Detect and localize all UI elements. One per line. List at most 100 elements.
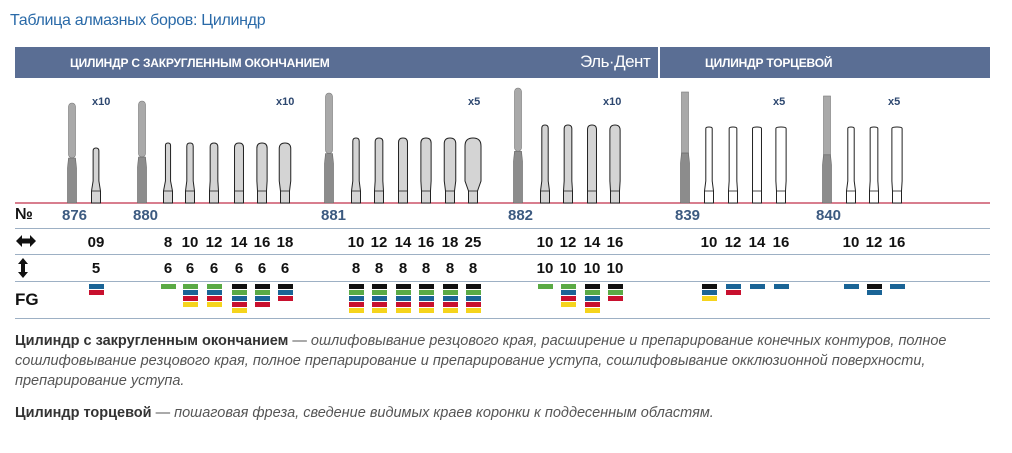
fg-color-bar-blue [371,296,387,301]
fg-color-bar-red [254,302,270,307]
fg-color-bar-blue [725,284,741,289]
bur-outline [752,126,762,204]
fg-color-bar-green [206,284,222,289]
bur-drawings [15,87,990,204]
bur-outline [278,142,292,204]
fg-color-bar-red [348,302,364,307]
fg-color-bar-blue [277,290,293,295]
diameter-value: 16 [772,234,790,251]
diameter-value: 16 [253,234,271,251]
bur-outline [775,126,787,204]
fg-color-bar-black [371,284,387,289]
fg-color-bar-blue [843,284,859,289]
row-label-fg: FG [15,290,39,309]
bur-number: 882 [508,207,534,224]
fg-color-bar-green [371,290,387,295]
bur-outline [891,126,903,204]
fg-color-bar-blue [749,284,765,289]
diameter-value: 12 [865,234,883,251]
fg-color-bar-black [395,284,411,289]
fg-color-bar-green [537,284,553,289]
bur-number: 840 [816,207,842,224]
fg-color-bar-green [560,284,576,289]
fg-color-bar-red [206,296,222,301]
bur-photo-head [138,100,146,158]
fg-color-bar-green [231,290,247,295]
up-down-arrow-icon [17,257,29,284]
bur-outline [209,142,219,204]
magnification-label: x10 [276,96,295,108]
diameter-value: 16 [606,234,624,251]
fg-color-bar-yellow [231,308,247,313]
left-right-arrow-icon [15,233,37,254]
bur-outline [846,126,856,204]
fg-color-bar-blue [465,296,481,301]
bur-outline [234,142,244,204]
diameter-value: 10 [700,234,718,251]
dash: — [288,333,311,349]
diameter-value: 12 [205,234,223,251]
length-value: 8 [468,260,478,277]
diameter-value: 14 [230,234,248,251]
diameter-value: 12 [724,234,742,251]
length-value: 6 [209,260,219,277]
fg-color-bar-red [395,302,411,307]
fg-color-bar-black [607,284,623,289]
fg-color-bar-yellow [395,308,411,313]
brand-logo: Эль·Дент [580,52,651,71]
fg-color-bar-black [584,284,600,289]
fg-color-bar-yellow [465,308,481,313]
bur-photo-shank [513,150,523,204]
diameter-value: 12 [559,234,577,251]
bur-photo-shank [137,156,147,204]
diameter-value: 8 [163,234,173,251]
bur-number: 876 [62,207,88,224]
fg-color-bar-blue [418,296,434,301]
fg-color-bar-black [277,284,293,289]
bur-outline [540,124,550,204]
bur-photo-shank [822,154,832,204]
bur-number: 839 [675,207,701,224]
bur-photo-shank [680,152,690,204]
bur-outline [420,137,432,204]
bur-outline [91,147,101,204]
fg-color-bar-red [418,302,434,307]
magnification-label: x10 [603,96,622,108]
length-value: 6 [163,260,173,277]
bur-outline [464,137,482,204]
fg-color-bar-green [395,290,411,295]
bur-outline [587,124,597,204]
fg-color-bar-yellow [371,308,387,313]
fg-color-bar-yellow [418,308,434,313]
fg-color-bar-black [254,284,270,289]
fg-color-bar-red [371,302,387,307]
bur-number: 881 [321,207,347,224]
bur-photo-head [325,92,333,154]
fg-color-bar-black [442,284,458,289]
diameter-value: 12 [370,234,388,251]
length-value: 10 [583,260,601,277]
diameter-value: 10 [842,234,860,251]
fg-color-bar-blue [348,296,364,301]
length-value: 6 [185,260,195,277]
bur-outline [185,142,195,204]
bur-photo-shank [67,157,77,204]
fg-color-bar-blue [182,290,198,295]
fg-color-bar-green [607,290,623,295]
fg-color-bar-red [725,290,741,295]
length-value: 10 [559,260,577,277]
length-value: 10 [606,260,624,277]
divider [15,318,990,319]
fg-color-bar-green [442,290,458,295]
fg-color-bar-black [418,284,434,289]
fg-color-bar-red [465,302,481,307]
description-text: пошаговая фреза, сведение видимых краев … [174,405,714,421]
fg-color-bar-blue [866,290,882,295]
row-label-number: № [15,206,33,223]
fg-color-bar-black [465,284,481,289]
fg-color-bar-red [584,302,600,307]
bur-outline [256,142,268,204]
fg-color-bar-green [418,290,434,295]
fg-color-bar-green [254,290,270,295]
diameter-value: 18 [276,234,294,251]
